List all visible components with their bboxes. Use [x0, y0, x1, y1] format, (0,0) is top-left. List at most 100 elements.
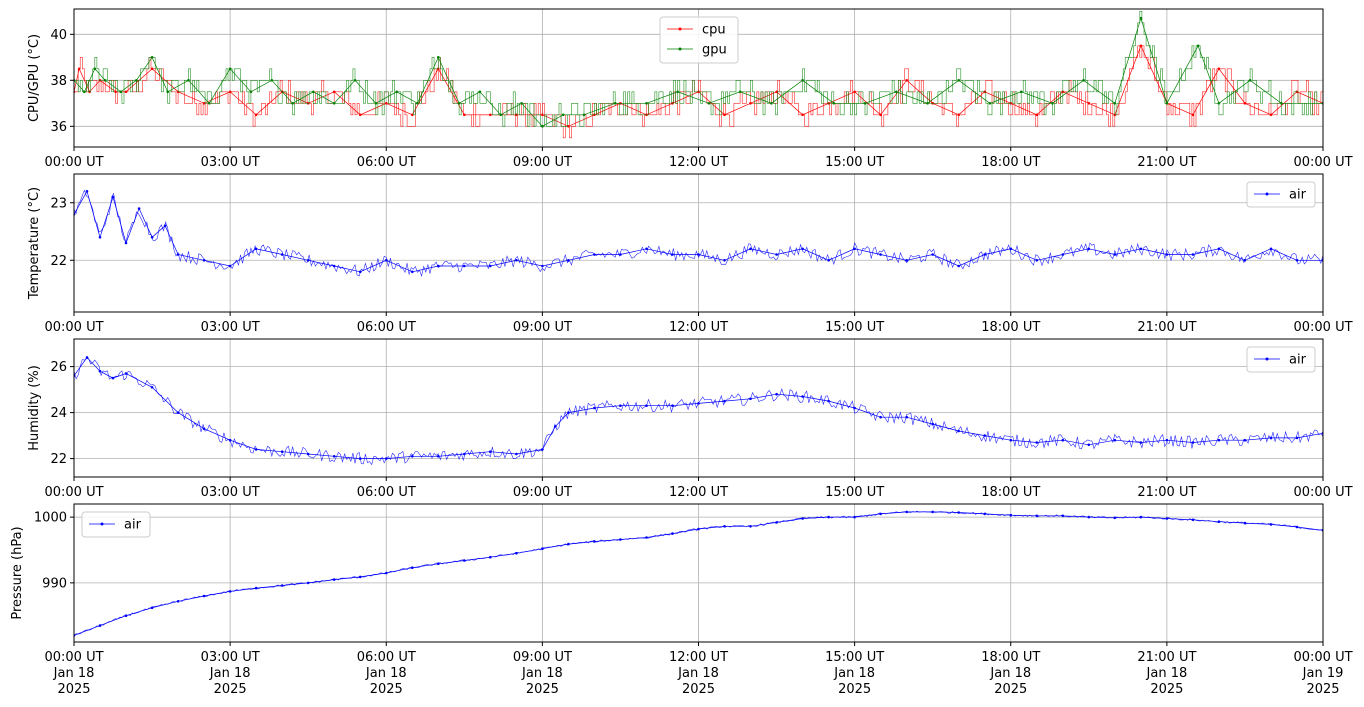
legend-label-air: air — [1289, 353, 1307, 368]
data-point — [671, 532, 674, 535]
data-point — [1191, 113, 1195, 117]
series-texture-air — [74, 189, 1323, 277]
data-point — [707, 102, 711, 105]
series-texture-gpu — [74, 11, 1323, 127]
x-tick-label: 06:00 UT Jan 18 2025 — [357, 650, 416, 697]
data-point — [801, 395, 804, 398]
data-point — [723, 259, 726, 262]
data-point — [770, 102, 773, 105]
x-tick-label: 21:00 UT — [1137, 485, 1196, 500]
x-tick-label: 06:00 UT — [357, 320, 416, 335]
data-point — [515, 259, 518, 262]
x-tick-label: 00:00 UT Jan 18 2025 — [44, 650, 103, 697]
data-point — [520, 102, 523, 105]
data-point — [775, 90, 778, 94]
x-tick-label: 15:00 UT — [825, 320, 884, 335]
data-point — [1113, 438, 1117, 442]
data-point — [515, 452, 518, 456]
series-texture-air — [74, 358, 1323, 466]
y-tick-label: 26 — [50, 360, 67, 375]
x-tick-label: 03:00 UT — [201, 155, 260, 170]
x-tick-label: 09:00 UT — [513, 320, 572, 335]
data-point — [853, 247, 856, 251]
legend-label-air: air — [124, 518, 142, 533]
x-tick-label: 18:00 UT — [981, 155, 1040, 170]
data-point — [931, 253, 934, 256]
data-point — [385, 102, 388, 105]
legend-label-cpu: cpu — [702, 23, 726, 38]
legend-marker — [1265, 192, 1269, 196]
x-tick-label: 00:00 UT — [44, 485, 103, 500]
data-point — [1139, 247, 1143, 251]
data-point — [1113, 516, 1117, 520]
legend-box — [81, 511, 151, 538]
data-point — [124, 241, 128, 245]
data-point — [150, 386, 154, 389]
data-point — [957, 264, 960, 268]
series-texture-air — [74, 510, 1323, 637]
x-tick-label: 03:00 UT Jan 18 2025 — [201, 650, 260, 697]
x-tick-label: 00:00 UT — [1293, 485, 1352, 500]
x-tick-label: 15:00 UT Jan 18 2025 — [825, 650, 884, 697]
data-point — [879, 253, 882, 256]
x-tick-label: 18:00 UT — [981, 485, 1040, 500]
data-point — [85, 190, 89, 193]
x-tick-label: 00:00 UT — [44, 155, 103, 170]
data-point — [1035, 441, 1039, 444]
y-tick-label: 38 — [50, 74, 67, 89]
legend: air — [81, 511, 151, 538]
legend-box — [1246, 181, 1316, 208]
y-axis-label: Pressure (hPa) — [10, 526, 25, 619]
y-tick-label: 990 — [42, 576, 67, 591]
data-point — [411, 270, 414, 274]
x-tick-label: 09:00 UT Jan 18 2025 — [513, 650, 572, 697]
y-tick-label: 22 — [50, 452, 67, 467]
data-point — [98, 236, 102, 239]
data-point — [1243, 102, 1247, 105]
x-tick-label: 06:00 UT — [357, 485, 416, 500]
data-point — [208, 102, 211, 105]
data-point — [723, 113, 726, 117]
data-point — [1009, 438, 1013, 442]
y-tick-label: 40 — [50, 28, 67, 43]
data-point — [1035, 113, 1039, 117]
x-tick-label: 12:00 UT Jan 18 2025 — [669, 650, 728, 697]
legend-marker — [678, 47, 682, 51]
data-point — [1165, 438, 1169, 442]
series-air-4 — [74, 510, 1323, 637]
x-tick-label: 15:00 UT — [825, 155, 884, 170]
data-point — [1087, 102, 1091, 105]
x-tick-label: 18:00 UT — [981, 320, 1040, 335]
data-point — [905, 259, 908, 262]
data-point — [619, 404, 622, 408]
legend-marker — [1265, 357, 1269, 361]
data-point — [561, 113, 565, 117]
data-point — [879, 415, 882, 419]
x-tick-label: 21:00 UT Jan 18 2025 — [1137, 650, 1196, 697]
data-point — [489, 264, 492, 268]
panel-3: 22 24 26 00:00 UT 03:00 UT 06:00 UT 09:00 UT 12… — [27, 338, 1353, 500]
data-point — [1217, 438, 1221, 442]
legend-label-gpu: gpu — [702, 43, 727, 58]
panel-2: 22 23 00:00 UT 03:00 UT 06:00 UT 09:00 UT 12:0… — [27, 173, 1353, 335]
x-tick-label: 03:00 UT — [201, 320, 260, 335]
y-axis-label: Temperature (°C) — [27, 187, 42, 300]
x-tick-label: 09:00 UT — [513, 155, 572, 170]
data-point — [645, 102, 648, 105]
data-point — [124, 372, 128, 375]
panel-1: 36 38 40 00:00 UT 03:00 UT 06:00 UT 09:00 UT 12… — [27, 8, 1353, 170]
data-point — [411, 455, 414, 458]
y-axis-label: CPU/GPU (°C) — [27, 34, 42, 122]
x-tick-label: 03:00 UT — [201, 485, 260, 500]
data-point — [645, 247, 648, 251]
series-air-2 — [74, 189, 1323, 277]
legend-marker — [100, 522, 104, 526]
data-point — [1191, 253, 1195, 256]
data-point — [749, 247, 752, 251]
data-point — [332, 455, 336, 458]
x-tick-label: 18:00 UT Jan 18 2025 — [981, 650, 1040, 697]
series-air-3 — [74, 356, 1323, 466]
x-tick-label: 00:00 UT — [1293, 155, 1352, 170]
data-point — [85, 356, 89, 359]
